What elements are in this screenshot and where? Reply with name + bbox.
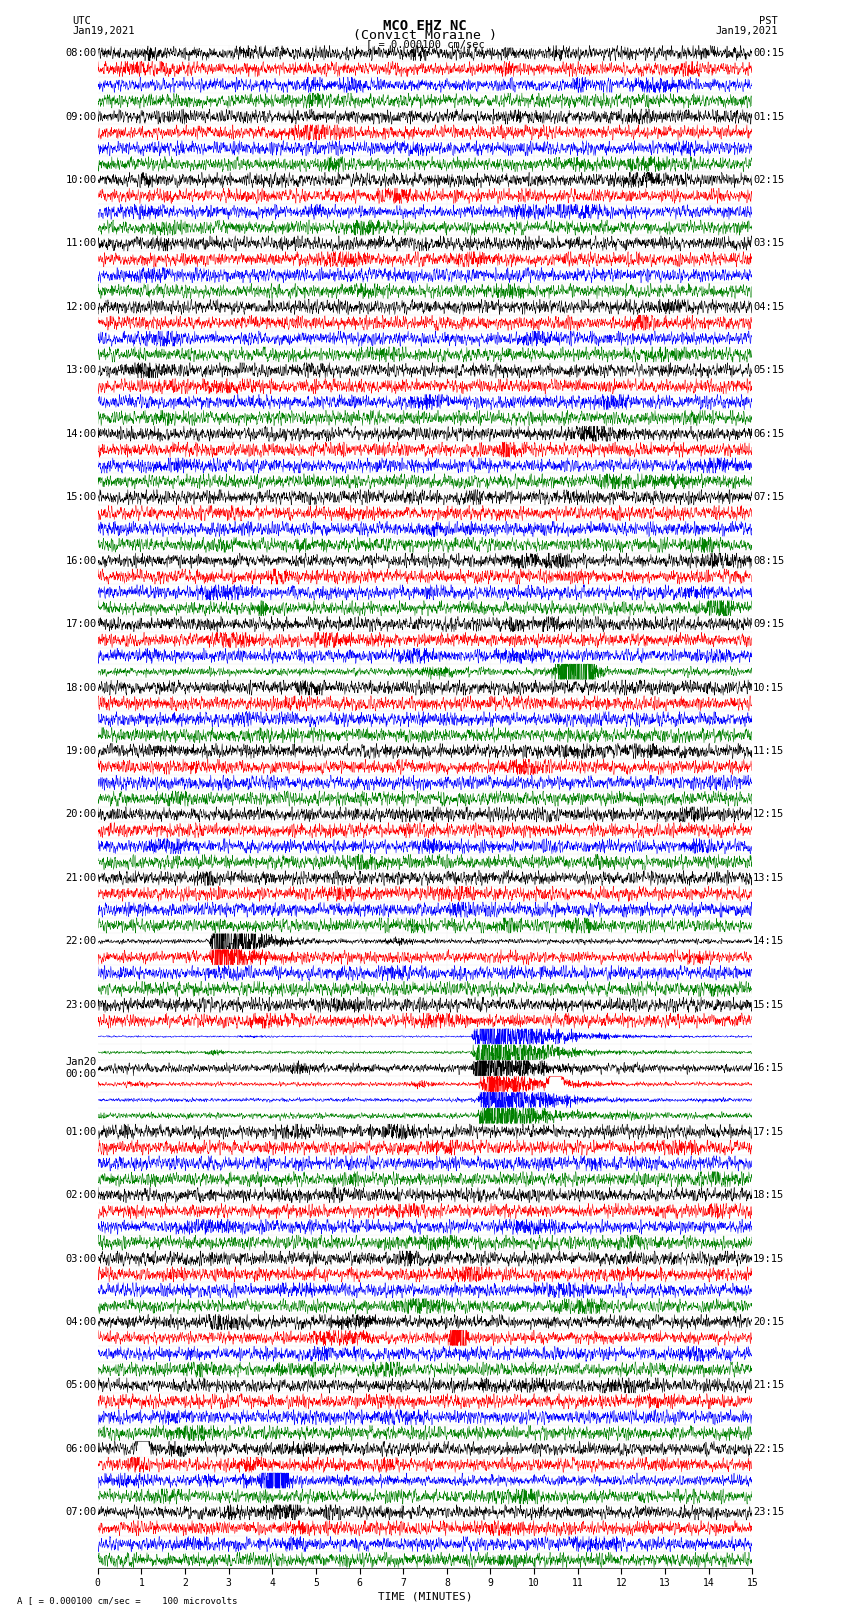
Text: 16:15: 16:15	[753, 1063, 785, 1073]
Text: UTC: UTC	[72, 16, 91, 26]
Text: 09:15: 09:15	[753, 619, 785, 629]
Text: 05:15: 05:15	[753, 365, 785, 376]
Text: 23:15: 23:15	[753, 1507, 785, 1518]
Text: Jan19,2021: Jan19,2021	[72, 26, 135, 35]
Text: (Convict Moraine ): (Convict Moraine )	[353, 29, 497, 42]
Text: 06:00: 06:00	[65, 1444, 97, 1453]
Text: 10:00: 10:00	[65, 174, 97, 185]
Text: 07:00: 07:00	[65, 1507, 97, 1518]
Text: [ = 0.000100 cm/sec: [ = 0.000100 cm/sec	[366, 39, 484, 48]
Text: 11:00: 11:00	[65, 239, 97, 248]
Text: 01:00: 01:00	[65, 1126, 97, 1137]
Text: Jan19,2021: Jan19,2021	[715, 26, 778, 35]
Text: 14:00: 14:00	[65, 429, 97, 439]
Text: 11:15: 11:15	[753, 745, 785, 756]
Text: A [ = 0.000100 cm/sec =    100 microvolts: A [ = 0.000100 cm/sec = 100 microvolts	[17, 1595, 237, 1605]
Text: 07:15: 07:15	[753, 492, 785, 502]
Text: 12:15: 12:15	[753, 810, 785, 819]
Text: 02:15: 02:15	[753, 174, 785, 185]
Text: 09:00: 09:00	[65, 111, 97, 121]
Text: 19:00: 19:00	[65, 745, 97, 756]
Text: 19:15: 19:15	[753, 1253, 785, 1263]
Text: 20:15: 20:15	[753, 1316, 785, 1327]
Text: 17:15: 17:15	[753, 1126, 785, 1137]
Text: 04:00: 04:00	[65, 1316, 97, 1327]
Text: 03:15: 03:15	[753, 239, 785, 248]
Text: 17:00: 17:00	[65, 619, 97, 629]
Text: 00:15: 00:15	[753, 48, 785, 58]
X-axis label: TIME (MINUTES): TIME (MINUTES)	[377, 1590, 473, 1602]
Text: 15:00: 15:00	[65, 492, 97, 502]
Text: 22:00: 22:00	[65, 936, 97, 947]
Text: 21:00: 21:00	[65, 873, 97, 882]
Text: 12:00: 12:00	[65, 302, 97, 311]
Text: 15:15: 15:15	[753, 1000, 785, 1010]
Text: Jan20
00:00: Jan20 00:00	[65, 1058, 97, 1079]
Text: 23:00: 23:00	[65, 1000, 97, 1010]
Text: 10:15: 10:15	[753, 682, 785, 692]
Text: MCO EHZ NC: MCO EHZ NC	[383, 19, 467, 34]
Text: 21:15: 21:15	[753, 1381, 785, 1390]
Text: 02:00: 02:00	[65, 1190, 97, 1200]
Text: 13:00: 13:00	[65, 365, 97, 376]
Text: 22:15: 22:15	[753, 1444, 785, 1453]
Text: PST: PST	[759, 16, 778, 26]
Text: 18:15: 18:15	[753, 1190, 785, 1200]
Text: 06:15: 06:15	[753, 429, 785, 439]
Text: 08:15: 08:15	[753, 555, 785, 566]
Text: 05:00: 05:00	[65, 1381, 97, 1390]
Text: 08:00: 08:00	[65, 48, 97, 58]
Text: 20:00: 20:00	[65, 810, 97, 819]
Text: 16:00: 16:00	[65, 555, 97, 566]
Text: 04:15: 04:15	[753, 302, 785, 311]
Text: 18:00: 18:00	[65, 682, 97, 692]
Text: 01:15: 01:15	[753, 111, 785, 121]
Text: 13:15: 13:15	[753, 873, 785, 882]
Text: 14:15: 14:15	[753, 936, 785, 947]
Text: 03:00: 03:00	[65, 1253, 97, 1263]
